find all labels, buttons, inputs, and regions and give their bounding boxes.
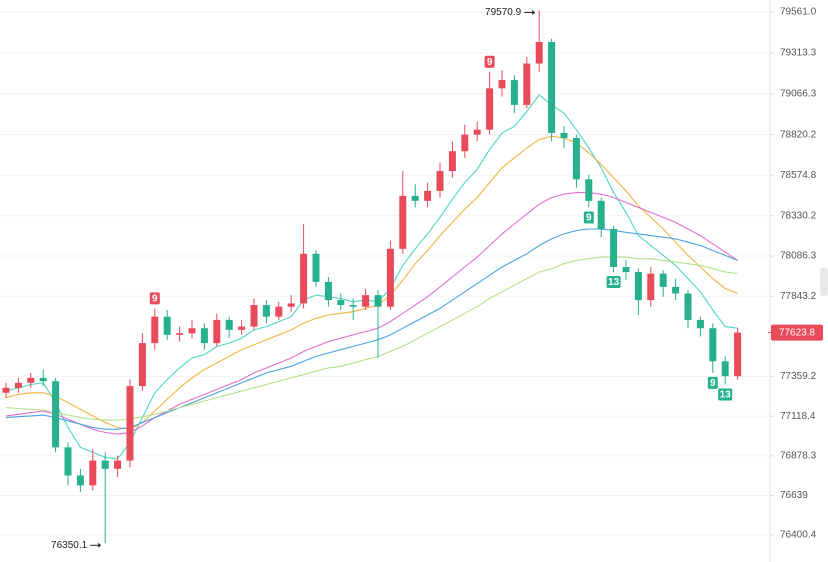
td-marker-label: 9 <box>152 294 158 305</box>
candle-body <box>486 88 494 130</box>
y-tick-label: 78086.3 <box>780 251 817 262</box>
y-tick-label: 79313.3 <box>780 48 817 59</box>
candle-body <box>535 42 543 64</box>
td-marker-label: 13 <box>720 390 732 401</box>
y-tick-label: 76639 <box>780 490 808 501</box>
candle-body <box>647 273 655 301</box>
candle-body <box>324 281 332 301</box>
td-marker-label: 9 <box>710 378 716 389</box>
candle-body <box>138 343 146 387</box>
candle-body <box>27 377 35 383</box>
extreme-arrow-head <box>532 9 536 15</box>
candle-body <box>597 200 605 229</box>
td-marker-box <box>583 211 594 224</box>
candle-body <box>14 382 22 388</box>
candle-body <box>672 286 680 294</box>
extreme-label: 76350.1 <box>51 540 88 551</box>
candle-body <box>312 253 320 282</box>
y-tick-label: 77118.4 <box>780 411 816 422</box>
y-tick-label: 76400.4 <box>780 530 817 541</box>
candle-body <box>684 293 692 320</box>
candle-body <box>610 228 618 268</box>
candle-body <box>548 42 556 134</box>
td-marker-box <box>149 292 160 305</box>
extreme-arrow-head <box>98 542 102 548</box>
candle-body <box>436 171 444 191</box>
y-tick-label: 79066.3 <box>780 89 817 100</box>
candle-body <box>523 63 531 105</box>
candle-body <box>188 328 196 334</box>
candle-body <box>225 319 233 330</box>
last-price-label: 77623.8 <box>779 328 816 339</box>
candle-body <box>250 305 258 327</box>
y-tick-label: 78574.8 <box>780 170 817 181</box>
candle-body <box>76 475 84 486</box>
y-tick-label: 78330.2 <box>780 210 817 221</box>
td-marker-box <box>718 388 733 401</box>
candle-body <box>386 248 394 307</box>
candle-body <box>287 303 295 307</box>
candle-body <box>498 80 506 89</box>
td-marker-label: 13 <box>608 277 620 288</box>
candle-body <box>39 377 47 382</box>
candle-body <box>473 129 481 135</box>
candle-body <box>262 305 270 317</box>
candle-body <box>300 253 308 304</box>
candle-body <box>362 295 370 307</box>
candle-body <box>734 332 742 377</box>
candle-body <box>585 179 593 201</box>
candle-body <box>213 319 221 344</box>
y-tick-label: 77359.2 <box>780 371 817 382</box>
candle-body <box>659 273 667 287</box>
candle-body <box>200 328 208 344</box>
candle-body <box>176 333 184 335</box>
candle-body <box>275 306 283 317</box>
td-marker-box <box>606 275 621 288</box>
candle-body <box>622 267 630 272</box>
last-price-box <box>771 324 823 341</box>
candle-body <box>560 133 568 138</box>
candle-body <box>461 134 469 152</box>
extreme-label: 79570.9 <box>485 7 522 18</box>
candle-body <box>349 305 357 307</box>
candle-body <box>89 460 97 486</box>
candle-body <box>634 271 642 301</box>
candle-body <box>101 460 109 469</box>
candle-body <box>64 447 72 476</box>
td-marker-label: 9 <box>487 57 493 68</box>
candle-body <box>510 80 518 105</box>
y-tick-label: 77843.2 <box>780 291 817 302</box>
candle-body <box>238 326 246 330</box>
candle-body <box>572 137 580 180</box>
y-tick-label: 79561.0 <box>780 7 817 18</box>
candle-body <box>52 381 60 448</box>
candle-body <box>374 295 382 307</box>
candle-body <box>696 319 704 329</box>
td-marker-box <box>707 376 718 389</box>
candle-body <box>2 387 10 393</box>
candle-body <box>411 195 419 201</box>
scroll-handle[interactable] <box>820 268 828 296</box>
td-marker-box <box>484 55 495 68</box>
td-marker-label: 9 <box>586 213 592 224</box>
y-tick-label: 78820.2 <box>780 129 817 140</box>
y-tick-label: 76878.3 <box>780 451 817 462</box>
candle-body <box>151 316 159 344</box>
candle-body <box>424 190 432 201</box>
candle-body <box>448 151 456 172</box>
candle-body <box>126 386 134 461</box>
candle-body <box>709 328 717 362</box>
candle-body <box>721 361 729 377</box>
candle-body <box>337 300 345 306</box>
candle-body <box>114 460 122 469</box>
candle-body <box>163 316 171 335</box>
candle-body <box>399 195 407 249</box>
